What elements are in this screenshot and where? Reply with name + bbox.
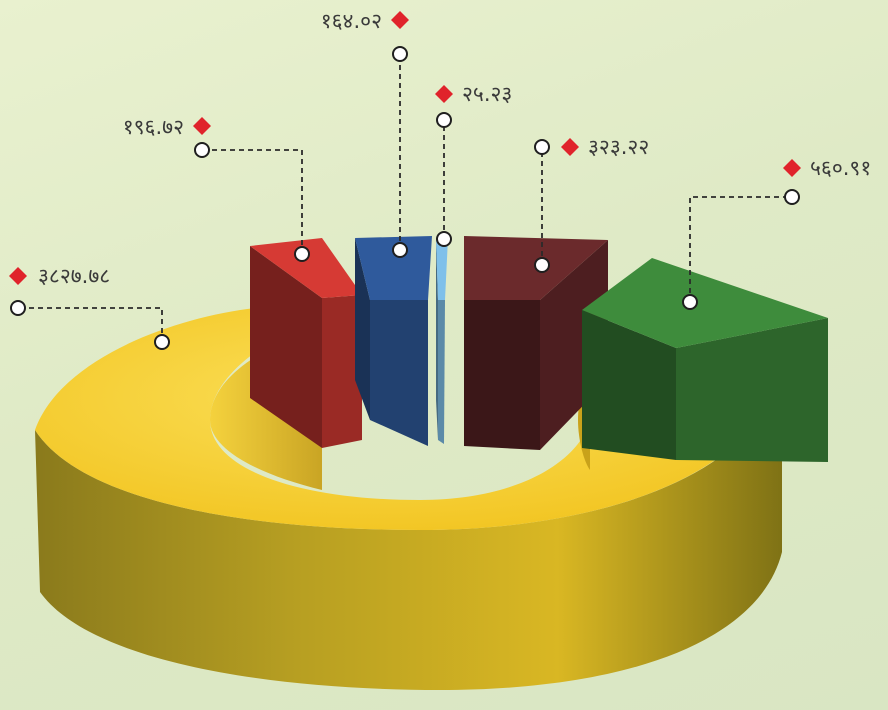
- diamond-marker-5: [783, 159, 801, 177]
- leader-end-dot-1: [194, 142, 210, 158]
- leader-end-dot-0: [10, 300, 26, 316]
- diamond-marker-3: [435, 85, 453, 103]
- leader-end-dot-4: [534, 139, 550, 155]
- slice-3-front: [438, 300, 445, 444]
- slice-5: [582, 258, 828, 348]
- slice-anchor-dot-1: [294, 246, 310, 262]
- slice-3: [436, 238, 448, 300]
- slice-1: [250, 238, 362, 298]
- leader-line-5: [689, 196, 792, 302]
- slice-1-front: [322, 295, 362, 448]
- slice-3-side: [436, 238, 438, 440]
- slice-1-side: [250, 246, 322, 448]
- slice-2: [355, 236, 432, 300]
- slice-anchor-dot-5: [682, 294, 698, 310]
- slice-0-side: [35, 372, 782, 690]
- value-label-1: १९६.७२: [123, 115, 184, 139]
- diamond-marker-4: [561, 138, 579, 156]
- slice-2-side: [355, 238, 370, 420]
- slice-0: [35, 308, 780, 530]
- slice-2-front: [370, 300, 428, 446]
- diamond-marker-2: [391, 11, 409, 29]
- leader-end-dot-5: [784, 189, 800, 205]
- leader-end-dot-2: [392, 46, 408, 62]
- slice-5-side: [582, 310, 676, 460]
- diamond-marker-0: [9, 267, 27, 285]
- slice-5-front: [676, 318, 828, 462]
- leader-line-1: [202, 149, 303, 254]
- slice-anchor-dot-2: [392, 242, 408, 258]
- slice-anchor-dot-4: [534, 257, 550, 273]
- slice-anchor-dot-0: [154, 334, 170, 350]
- leader-line-0: [18, 307, 163, 342]
- value-label-3: २५.२३: [462, 82, 512, 106]
- value-label-5: ५६०.९१: [810, 156, 871, 180]
- leader-end-dot-3: [436, 112, 452, 128]
- diamond-marker-1: [193, 117, 211, 135]
- slice-4-side: [464, 300, 540, 450]
- value-label-2: १६४.०२: [321, 9, 382, 33]
- value-label-4: ३२३.२२: [588, 135, 649, 159]
- slice-anchor-dot-3: [436, 231, 452, 247]
- value-label-0: ३८२७.७८: [38, 264, 110, 288]
